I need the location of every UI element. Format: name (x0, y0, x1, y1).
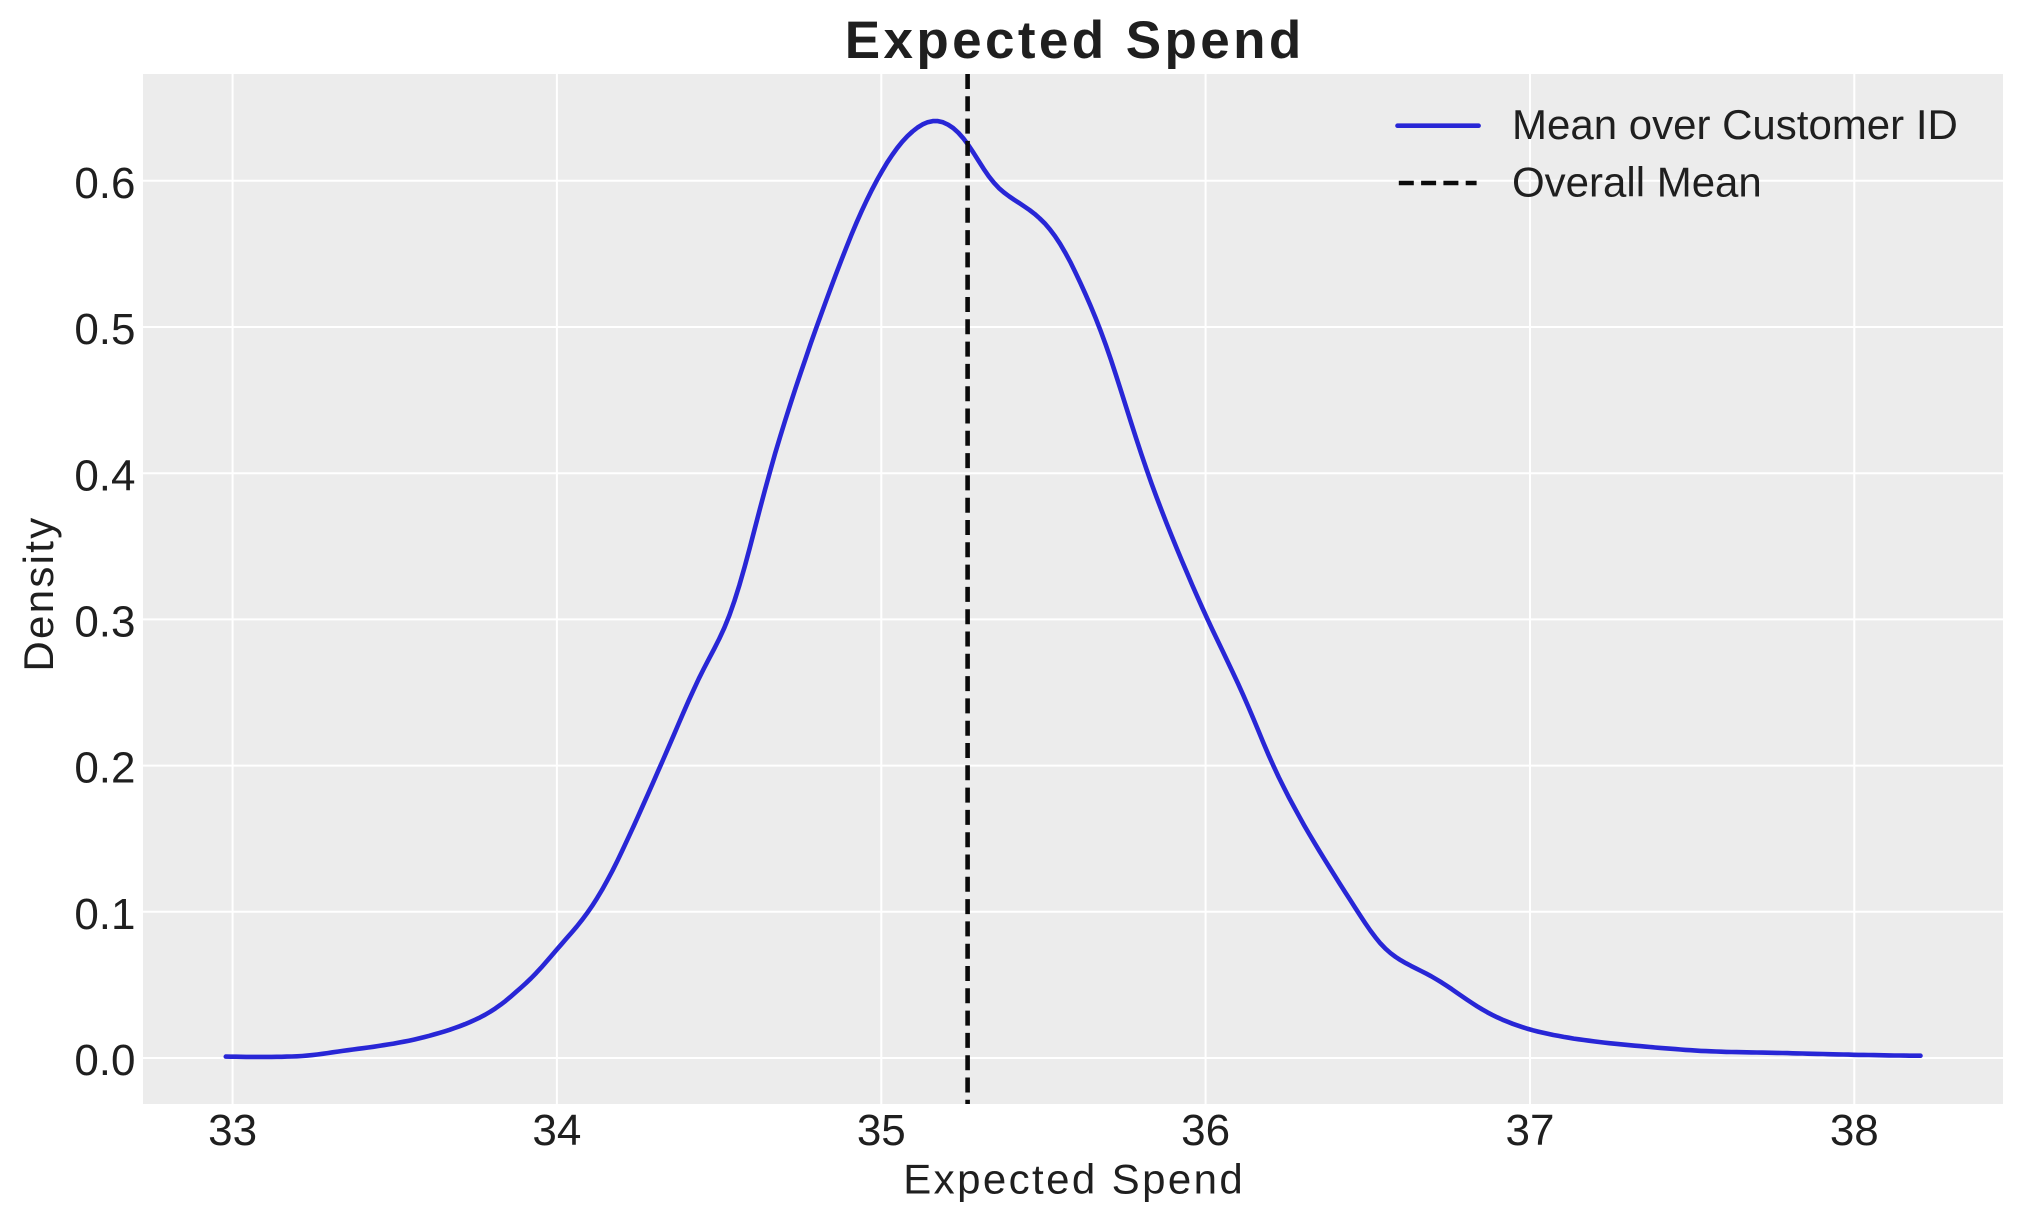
svg-text:0.2: 0.2 (74, 744, 135, 793)
svg-text:37: 37 (1506, 1106, 1555, 1155)
svg-text:0.1: 0.1 (74, 890, 135, 939)
svg-text:0.4: 0.4 (74, 451, 135, 500)
svg-text:0.6: 0.6 (74, 159, 135, 208)
svg-text:35: 35 (857, 1106, 906, 1155)
svg-text:33: 33 (208, 1106, 257, 1155)
svg-text:0.0: 0.0 (74, 1036, 135, 1085)
svg-text:Expected Spend: Expected Spend (903, 1155, 1245, 1202)
svg-text:34: 34 (532, 1106, 581, 1155)
svg-text:Density: Density (15, 515, 62, 671)
svg-text:Mean over Customer ID: Mean over Customer ID (1512, 101, 1958, 148)
svg-text:Overall Mean: Overall Mean (1512, 159, 1762, 206)
svg-text:0.3: 0.3 (74, 598, 135, 647)
svg-text:36: 36 (1181, 1106, 1230, 1155)
svg-text:38: 38 (1830, 1106, 1879, 1155)
svg-text:0.5: 0.5 (74, 305, 135, 354)
svg-text:Expected Spend: Expected Spend (845, 11, 1305, 70)
